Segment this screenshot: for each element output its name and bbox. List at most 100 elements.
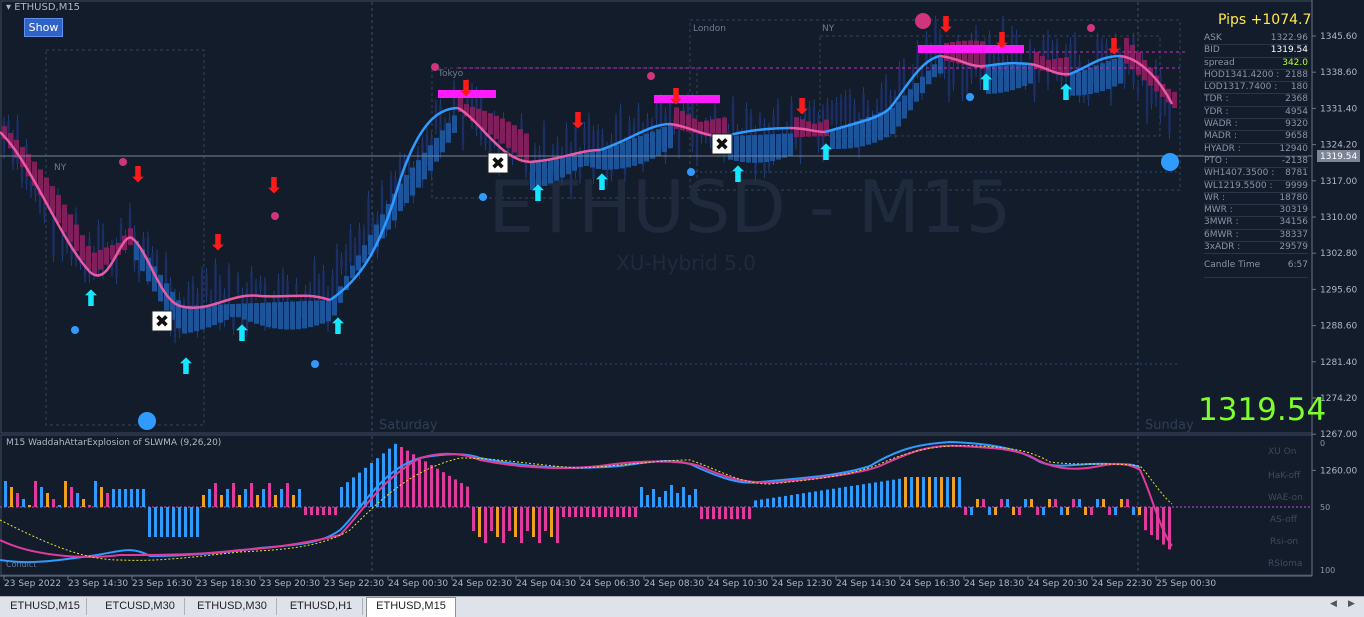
histogram-bar <box>178 507 181 537</box>
info-row: spread 342.0 <box>1204 58 1308 70</box>
ma-line-down <box>1119 54 1174 105</box>
price-tick-label: 1260.00 <box>1320 466 1357 476</box>
histogram-bar <box>124 489 127 507</box>
current-price-tag-label: 1319.54 <box>1320 152 1357 162</box>
buy-arrow-icon: ⬆ <box>82 287 100 312</box>
info-row: BID 1319.54 <box>1204 45 1308 58</box>
tab-ethusd-m15[interactable]: ETHUSD,M15 <box>4 598 87 615</box>
scroll-right-icon[interactable]: ▶ <box>1348 599 1355 609</box>
sell-arrow-icon: ⬇ <box>937 13 955 38</box>
show-button[interactable]: Show <box>24 18 63 37</box>
tab-ethusd-m15-active[interactable]: ETHUSD,M15 <box>366 597 456 617</box>
histogram-bar <box>520 507 523 543</box>
signal-dot <box>431 63 439 71</box>
price-chart[interactable]: NY Tokyo London NY ETHUSD - M15 XU-Hybri… <box>0 0 1364 596</box>
histogram-bar <box>154 507 157 537</box>
time-tick-label: 24 Sep 04:30 <box>516 579 576 589</box>
tab-ethusd-m30[interactable]: ETHUSD,M30 <box>188 598 277 615</box>
histogram-bar <box>328 507 331 515</box>
histogram-bar <box>514 507 517 537</box>
info-row-value: 6:57 <box>1287 260 1308 271</box>
info-row: WADR : 9320 <box>1204 119 1308 132</box>
histogram-bar <box>46 493 49 507</box>
histogram-bar <box>952 477 955 507</box>
histogram-bar <box>808 492 811 507</box>
histogram-bar <box>790 495 793 507</box>
histogram-bar <box>190 507 193 537</box>
histogram-bar <box>202 495 205 507</box>
info-row-label: 3MWR : <box>1204 217 1239 228</box>
info-row-label: HOD1341.4200 : <box>1204 69 1280 80</box>
histogram-bar <box>496 507 499 537</box>
histogram-bar <box>280 489 283 507</box>
info-row-label: 3xADR : <box>1204 242 1241 253</box>
histogram-bar <box>22 499 25 507</box>
histogram-bar <box>1000 499 1003 507</box>
price-tick-label: 1324.20 <box>1320 141 1357 151</box>
histogram-bar <box>676 493 679 507</box>
trend-bars <box>2 37 1177 334</box>
histogram-bar <box>76 493 79 507</box>
indicator-line-pink <box>0 444 1173 558</box>
histogram-bar <box>40 487 43 507</box>
signal-dot <box>71 326 79 334</box>
tab-etcusd-m30[interactable]: ETCUSD,M30 <box>96 598 185 615</box>
buy-arrow-icon: ⬆ <box>729 163 747 188</box>
ma-line-down <box>939 54 986 68</box>
chart-window[interactable]: NY Tokyo London NY ETHUSD - M15 XU-Hybri… <box>0 0 1364 596</box>
ma-line-up <box>599 122 671 152</box>
histogram-bar <box>916 477 919 507</box>
histogram-bar <box>1066 507 1069 515</box>
price-tick-label: 1274.20 <box>1320 394 1357 404</box>
histogram-bar <box>268 483 271 507</box>
signal-dot <box>311 360 319 368</box>
histogram-bar <box>1036 507 1039 515</box>
info-row-value: 8781 <box>1285 168 1308 179</box>
time-tick-label: 23 Sep 16:30 <box>132 579 192 589</box>
histogram-bar <box>1090 507 1093 515</box>
histogram-bar <box>418 457 421 507</box>
signal-dot <box>271 212 279 220</box>
histogram-bar <box>172 507 175 537</box>
time-tick-label: 24 Sep 20:30 <box>1028 579 1088 589</box>
info-row-value: 38337 <box>1279 229 1308 240</box>
time-tick-label: 24 Sep 18:30 <box>964 579 1024 589</box>
sell-arrow-icon: ⬇ <box>569 109 587 134</box>
histogram-bar <box>718 507 721 519</box>
histogram-bar <box>664 491 667 507</box>
histogram-bar <box>1078 499 1081 507</box>
tab-ethusd-h1[interactable]: ETHUSD,H1 <box>280 598 363 615</box>
time-tick-label: 24 Sep 16:30 <box>900 579 960 589</box>
histogram-bar <box>130 489 133 507</box>
indicator-line-blue <box>0 440 1141 564</box>
histogram-bar <box>136 489 139 507</box>
price-tick-label: 1295.60 <box>1320 285 1357 295</box>
info-row-value: -2138 <box>1281 155 1308 166</box>
histogram-bar <box>658 497 661 507</box>
info-row-value: 9658 <box>1285 131 1308 142</box>
session-label-ny: NY <box>822 24 835 34</box>
histogram-bar <box>922 477 925 507</box>
histogram-bar <box>910 477 913 507</box>
indicator-label-rsi: Rsi-on <box>1270 537 1298 547</box>
histogram-bar <box>28 505 31 507</box>
info-row: MADR : 9658 <box>1204 131 1308 144</box>
info-row-value: 1322.96 <box>1270 33 1308 43</box>
time-tick-label: 24 Sep 06:30 <box>580 579 640 589</box>
day-label-sunday: Sunday <box>1145 418 1194 433</box>
info-row: TDR : 2368 <box>1204 94 1308 107</box>
histogram-bar <box>490 507 493 531</box>
indicator-scale-0: 0 <box>1320 439 1325 448</box>
histogram-bar <box>1108 507 1111 515</box>
signal-dot <box>966 93 974 101</box>
signal-dot <box>138 412 156 430</box>
histogram-bar <box>448 475 451 507</box>
histogram-bar <box>262 489 265 507</box>
histogram-bar <box>352 477 355 507</box>
histogram-bar <box>388 448 391 507</box>
histogram-bar <box>292 495 295 507</box>
histogram-bar <box>898 478 901 507</box>
close-signal-icon: ✖ <box>151 310 173 332</box>
buy-arrow-icon: ⬆ <box>977 71 995 96</box>
scroll-left-icon[interactable]: ◀ <box>1330 599 1337 609</box>
